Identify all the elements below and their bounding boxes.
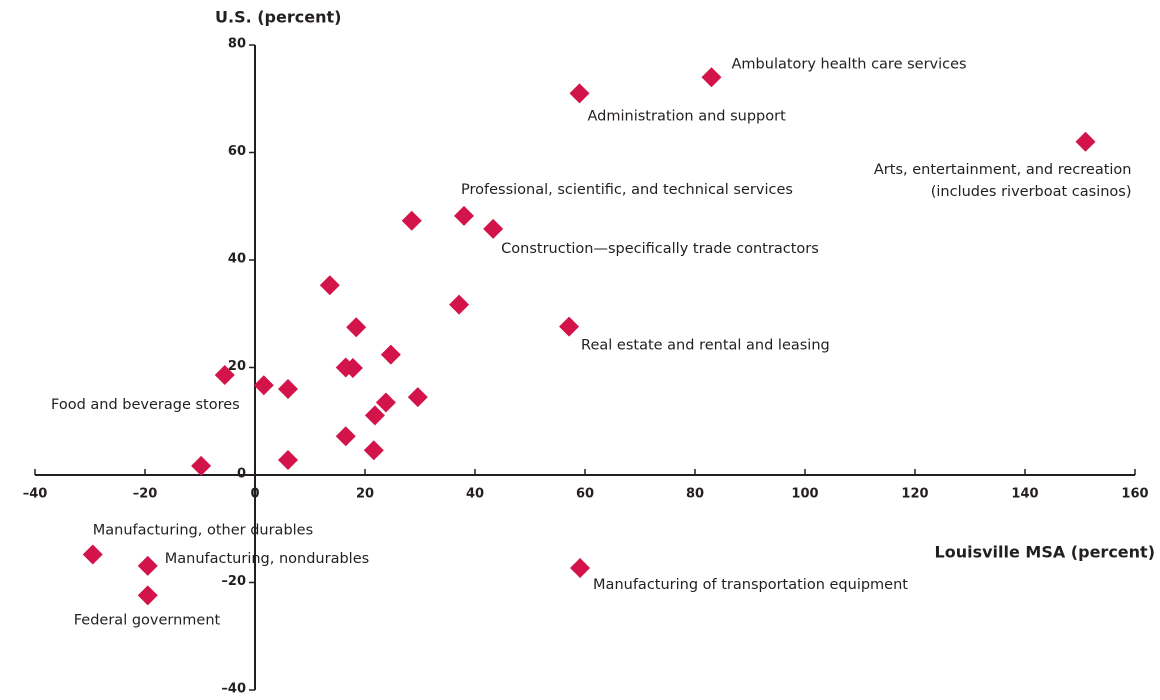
point xyxy=(701,67,722,88)
x-tick-label: 40 xyxy=(466,487,484,502)
point xyxy=(364,405,385,426)
point xyxy=(570,557,591,578)
y-tick-label: 40 xyxy=(228,252,246,267)
x-tick-label: 140 xyxy=(1011,487,1038,502)
point xyxy=(137,555,158,576)
point xyxy=(569,83,590,104)
point xyxy=(82,544,103,565)
point xyxy=(407,387,428,408)
x-tick-label: 80 xyxy=(686,487,704,502)
point-label: Federal government xyxy=(74,612,221,628)
x-axis-title: Louisville MSA (percent) xyxy=(935,543,1155,562)
x-tick-label: 60 xyxy=(576,487,594,502)
y-tick-label: 60 xyxy=(228,144,246,159)
point-label: Manufacturing, nondurables xyxy=(165,551,369,567)
point xyxy=(278,379,298,399)
point xyxy=(278,449,298,470)
point xyxy=(559,316,580,337)
y-tick-label: –40 xyxy=(221,682,246,697)
point xyxy=(319,275,340,296)
x-tick-label: 160 xyxy=(1121,487,1148,502)
point xyxy=(346,317,367,338)
point xyxy=(1075,131,1096,152)
point xyxy=(253,375,274,396)
point xyxy=(342,358,363,379)
point xyxy=(214,365,235,386)
x-tick-label: 100 xyxy=(791,487,818,502)
point-label: Manufacturing, other durables xyxy=(93,523,313,539)
point xyxy=(483,218,504,239)
y-tick-label: –20 xyxy=(221,574,246,589)
x-tick-label: –40 xyxy=(23,487,48,502)
x-tick-label: 20 xyxy=(356,487,374,502)
point xyxy=(449,294,470,315)
point xyxy=(454,205,474,226)
point-label: (includes riverboat casinos) xyxy=(931,184,1132,200)
x-tick-label: 120 xyxy=(901,487,928,502)
y-tick-label: 20 xyxy=(228,359,246,374)
point-label: Manufacturing of transportation equipmen… xyxy=(593,577,908,593)
x-tick-label: 0 xyxy=(250,487,259,502)
point xyxy=(335,426,356,447)
point-label: Arts, entertainment, and recreation xyxy=(874,162,1132,178)
point-label: Administration and support xyxy=(588,108,787,124)
point-label: Ambulatory health care services xyxy=(732,56,967,72)
point-label: Real estate and rental and leasing xyxy=(581,338,830,354)
point xyxy=(375,392,396,413)
y-tick-label: 0 xyxy=(237,467,246,482)
point-label: Construction—specifically trade contract… xyxy=(501,241,819,257)
point xyxy=(137,585,158,606)
point xyxy=(191,455,212,476)
point xyxy=(401,210,422,231)
y-axis-title: U.S. (percent) xyxy=(215,8,341,27)
point xyxy=(363,440,384,461)
x-tick-label: –20 xyxy=(133,487,158,502)
point-label: Professional, scientific, and technical … xyxy=(461,182,793,198)
y-tick-label: 80 xyxy=(228,37,246,52)
point-label: Food and beverage stores xyxy=(51,397,240,413)
point xyxy=(380,344,401,365)
